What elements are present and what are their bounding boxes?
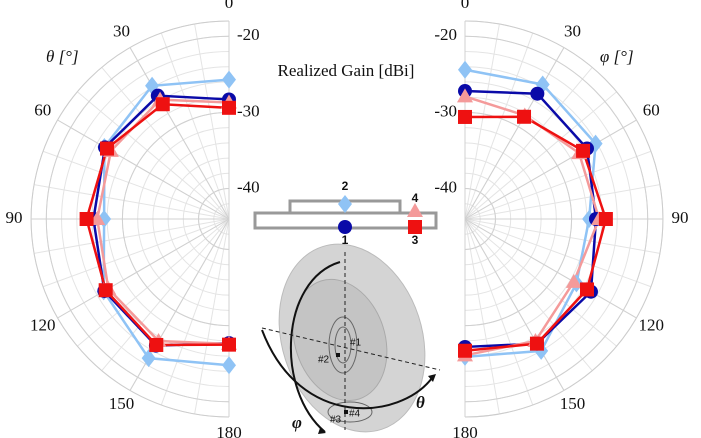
marker bbox=[530, 87, 544, 101]
r-tick-label: -40 bbox=[434, 177, 457, 196]
legend-marker bbox=[408, 220, 422, 234]
sketch-port-label: #3 bbox=[330, 415, 342, 426]
r-tick-label: -40 bbox=[237, 177, 260, 196]
theta-tick-label: 60 bbox=[34, 100, 51, 119]
r-tick-label: -20 bbox=[434, 25, 457, 44]
marker bbox=[100, 142, 114, 156]
theta-tick-label: 30 bbox=[564, 22, 581, 41]
theta-tick-label: 30 bbox=[113, 22, 130, 41]
theta-tick-label: 0 bbox=[225, 0, 234, 12]
marker bbox=[458, 61, 472, 79]
theta-tick-label: 90 bbox=[6, 208, 23, 227]
r-tick-label: -30 bbox=[237, 101, 260, 120]
chart-title: Realized Gain [dBi] bbox=[278, 61, 415, 80]
antenna-sketch: #1 #2 #3 #4 θ φ bbox=[256, 225, 448, 438]
axis-label: φ [°] bbox=[600, 47, 634, 66]
legend-label: 4 bbox=[412, 191, 419, 205]
series-line bbox=[87, 104, 229, 345]
marker bbox=[580, 282, 594, 296]
theta-tick-label: 120 bbox=[638, 315, 664, 334]
r-tick-label: -30 bbox=[434, 101, 457, 120]
page: #1 #2 #3 #4 θ φ Realized Gain [dBi] -20 -… bbox=[0, 0, 701, 438]
legend-marker bbox=[338, 195, 352, 213]
theta-tick-label: 180 bbox=[452, 423, 478, 438]
theta-tick-label: 60 bbox=[643, 100, 660, 119]
marker bbox=[222, 101, 236, 115]
port-dot bbox=[336, 353, 340, 357]
marker bbox=[530, 337, 544, 351]
marker bbox=[156, 97, 170, 111]
marker bbox=[599, 212, 613, 226]
marker bbox=[576, 144, 590, 158]
marker bbox=[458, 344, 472, 358]
theta-tick-label: 150 bbox=[109, 394, 135, 413]
r-tick-label: -20 bbox=[237, 25, 260, 44]
marker bbox=[99, 283, 113, 297]
legend-label: 2 bbox=[342, 179, 349, 193]
sketch-theta: θ bbox=[416, 393, 425, 412]
sketch-phi: φ bbox=[292, 413, 302, 432]
sketch-port-label: #2 bbox=[318, 355, 330, 366]
chart: #1 #2 #3 #4 θ φ Realized Gain [dBi] -20 -… bbox=[0, 0, 701, 438]
marker bbox=[517, 110, 531, 124]
marker bbox=[222, 338, 236, 352]
theta-tick-label: 150 bbox=[560, 394, 586, 413]
sketch-port-label: #4 bbox=[349, 409, 361, 420]
theta-tick-label: 180 bbox=[216, 423, 242, 438]
marker bbox=[80, 212, 94, 226]
sketch-port-label: #1 bbox=[350, 338, 362, 349]
theta-tick-label: 120 bbox=[30, 315, 56, 334]
marker bbox=[458, 110, 472, 124]
marker bbox=[222, 71, 236, 89]
marker bbox=[149, 338, 163, 352]
axis-label: θ [°] bbox=[46, 47, 79, 66]
legend-label: 3 bbox=[412, 233, 419, 247]
theta-tick-label: 90 bbox=[672, 208, 689, 227]
legend-label: 1 bbox=[342, 233, 349, 247]
legend-marker bbox=[338, 220, 352, 234]
port-dot bbox=[344, 410, 348, 414]
theta-tick-label: 0 bbox=[461, 0, 470, 12]
